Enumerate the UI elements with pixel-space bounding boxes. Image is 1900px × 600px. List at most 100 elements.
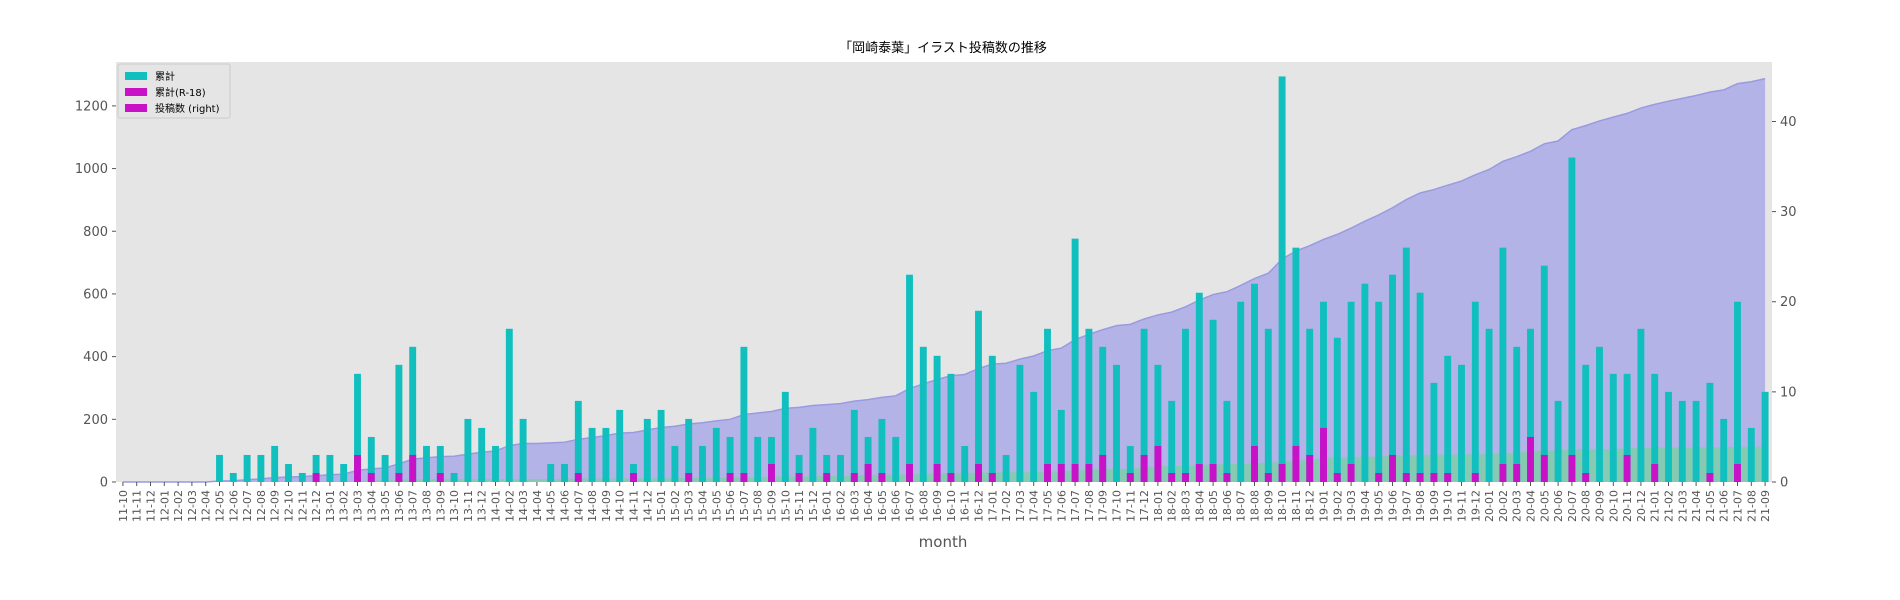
x-tick-label: 17-10: [1111, 490, 1124, 522]
x-tick-label: 18-03: [1180, 490, 1193, 522]
x-tick-label: 11-10: [117, 490, 130, 522]
x-tick-label: 16-10: [945, 490, 958, 522]
bar-monthly-r18: [630, 472, 637, 482]
x-tick-label: 21-07: [1732, 490, 1745, 522]
bar-monthly-posts: [892, 436, 900, 482]
x-tick-label: 20-04: [1525, 490, 1538, 522]
x-tick-label: 16-07: [904, 490, 917, 522]
bar-monthly-r18: [436, 472, 444, 482]
bar-monthly-posts: [754, 436, 762, 482]
x-tick-label: 14-05: [545, 490, 558, 522]
bar-monthly-posts: [1513, 346, 1521, 482]
x-tick-label: 18-09: [1262, 490, 1275, 522]
bar-monthly-posts: [588, 427, 596, 482]
bar-monthly-r18: [685, 472, 693, 482]
bar-monthly-r18: [740, 472, 748, 482]
bar-monthly-posts: [1154, 364, 1162, 482]
bar-monthly-r18: [312, 472, 320, 482]
x-tick-label: 20-10: [1607, 490, 1620, 522]
bar-monthly-posts: [712, 427, 720, 482]
left-tick-label: 800: [83, 225, 108, 240]
bar-monthly-posts: [298, 472, 306, 482]
x-tick-label: 14-07: [572, 490, 585, 522]
bar-monthly-posts: [1623, 373, 1631, 482]
bar-monthly-posts: [395, 364, 403, 482]
x-tick-label: 19-10: [1442, 490, 1455, 522]
bar-monthly-posts: [1444, 355, 1452, 482]
x-tick-label: 20-06: [1552, 490, 1565, 522]
x-tick-label: 13-10: [448, 490, 461, 522]
x-tick-label: 15-09: [766, 490, 779, 522]
x-tick-label: 17-12: [1138, 490, 1151, 522]
left-tick-label: 400: [83, 350, 108, 365]
x-tick-label: 20-03: [1511, 490, 1524, 522]
x-tick-label: 15-01: [655, 490, 668, 522]
bar-monthly-posts: [409, 346, 417, 482]
x-tick-label: 19-09: [1428, 490, 1441, 522]
bar-monthly-posts: [1113, 364, 1120, 482]
bar-monthly-r18: [574, 472, 582, 482]
x-tick-label: 20-09: [1594, 490, 1607, 522]
bar-monthly-posts: [1375, 301, 1383, 482]
bar-monthly-posts: [671, 445, 679, 482]
x-tick-label: 16-09: [931, 490, 944, 522]
legend-label: 累計: [155, 70, 175, 83]
bar-monthly-posts: [1637, 328, 1645, 482]
bar-monthly-r18: [1568, 454, 1576, 482]
bar-monthly-r18: [1320, 427, 1327, 482]
x-tick-label: 17-06: [1055, 490, 1068, 522]
x-tick-label: 20-08: [1580, 490, 1593, 522]
bar-monthly-posts: [464, 418, 472, 482]
left-y-axis: 0 200 400 600 800 1000 1200: [75, 99, 116, 491]
x-tick-label: 16-06: [890, 490, 903, 522]
bar-monthly-posts: [1320, 301, 1327, 482]
bar-monthly-posts: [1292, 247, 1300, 482]
x-tick-label: 14-04: [531, 490, 544, 522]
x-tick-label: 18-04: [1193, 490, 1206, 522]
bar-monthly-posts: [1720, 418, 1728, 482]
bar-monthly-r18: [409, 454, 417, 482]
bar-monthly-posts: [1416, 292, 1424, 482]
legend-label: 累計(R-18): [155, 86, 206, 99]
bar-monthly-r18: [1251, 445, 1258, 482]
bar-monthly-posts: [1499, 247, 1507, 482]
bar-monthly-r18: [864, 463, 872, 482]
x-tick-label: 14-09: [600, 490, 613, 522]
right-tick-label: 30: [1780, 205, 1797, 220]
bar-monthly-r18: [1209, 463, 1217, 482]
bar-monthly-r18: [1582, 472, 1590, 482]
bar-monthly-posts: [1761, 391, 1769, 482]
x-tick-label: 19-02: [1331, 490, 1344, 522]
bar-monthly-posts: [1609, 373, 1617, 482]
x-tick-label: 12-07: [241, 490, 254, 522]
bar-monthly-r18: [1416, 472, 1424, 482]
x-tick-label: 12-05: [214, 490, 227, 522]
bar-monthly-posts: [1651, 373, 1659, 482]
x-tick-label: 12-10: [283, 490, 296, 522]
bar-monthly-posts: [699, 445, 706, 482]
bar-monthly-posts: [906, 274, 913, 482]
x-tick-label: 13-11: [462, 490, 475, 522]
bar-monthly-r18: [947, 472, 955, 482]
x-tick-label: 13-03: [352, 490, 365, 522]
bar-monthly-posts: [1747, 427, 1755, 482]
x-tick-label: 15-05: [710, 490, 723, 522]
bar-monthly-posts: [574, 400, 582, 482]
x-tick-label: 19-06: [1387, 490, 1400, 522]
x-tick-label: 18-11: [1290, 490, 1303, 522]
bar-monthly-posts: [850, 409, 858, 482]
bar-monthly-r18: [1375, 472, 1383, 482]
bar-monthly-posts: [1223, 400, 1231, 482]
x-tick-label: 15-03: [683, 490, 696, 522]
x-tick-label: 13-02: [338, 490, 351, 522]
bar-monthly-posts: [657, 409, 665, 482]
x-tick-label: 12-03: [186, 490, 199, 522]
bar-monthly-posts: [1361, 283, 1369, 482]
bar-monthly-posts: [1665, 391, 1672, 482]
bar-monthly-r18: [1706, 472, 1714, 482]
x-tick-label: 12-01: [158, 490, 171, 522]
x-tick-label: 15-06: [724, 490, 737, 522]
bar-monthly-posts: [257, 454, 265, 482]
x-tick-label: 13-04: [365, 490, 378, 522]
